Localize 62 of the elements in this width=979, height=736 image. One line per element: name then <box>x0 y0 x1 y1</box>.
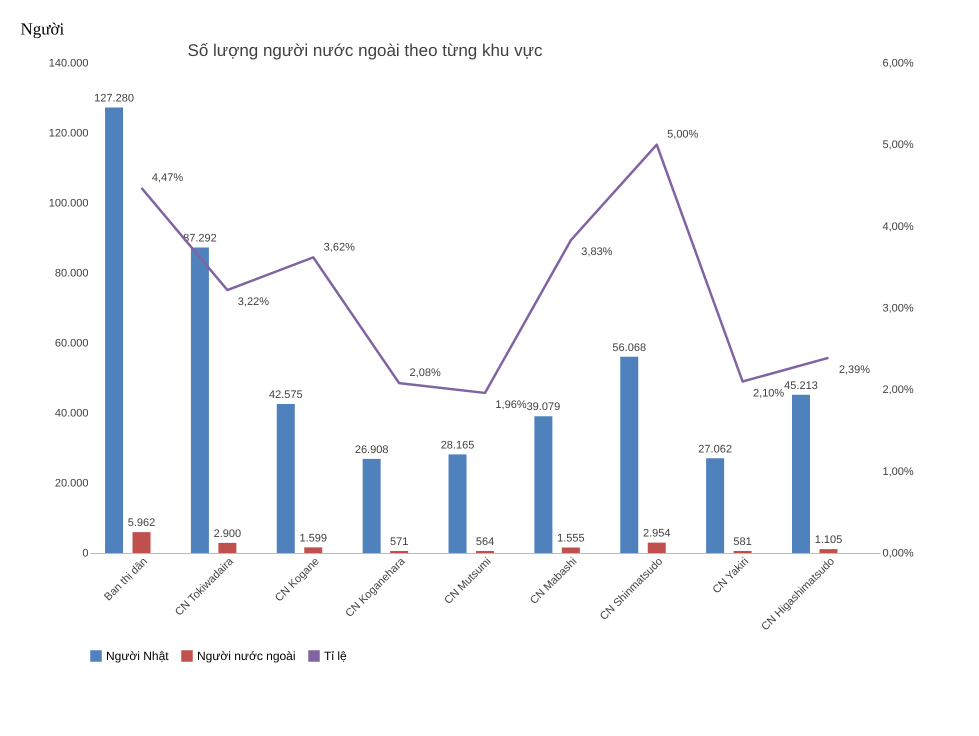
y2-tick-label: 1,00% <box>882 466 914 478</box>
bar <box>792 394 810 553</box>
data-label: 2,39% <box>838 364 870 376</box>
data-label: 28.165 <box>440 439 474 452</box>
chart-title: Số lượng người nước ngoài theo từng khu vực <box>188 41 543 60</box>
y2-tick-label: 3,00% <box>882 302 914 314</box>
bar <box>448 454 467 553</box>
bar <box>304 547 322 553</box>
bar <box>819 549 838 553</box>
data-label: 3,83% <box>581 246 613 258</box>
y2-tick-label: 6,00% <box>882 58 914 70</box>
data-label: 26.908 <box>354 444 388 456</box>
data-label: 42.575 <box>268 388 303 401</box>
bar <box>562 548 580 553</box>
legend-label: Tỉ lệ <box>324 649 347 663</box>
x-tick-label: Ban thị dân <box>102 556 150 604</box>
bar <box>132 532 151 553</box>
data-label: 2,10% <box>753 388 784 400</box>
data-label: 4,47% <box>152 172 184 184</box>
y-tick-label: 120.000 <box>48 128 88 140</box>
data-label: 1,96% <box>495 398 527 411</box>
legend-label: Người nước ngoài <box>197 649 296 663</box>
y-tick-label: 60.000 <box>54 338 88 350</box>
bar <box>276 404 295 553</box>
bar <box>190 247 209 553</box>
bar <box>648 542 666 553</box>
data-label: 5,00% <box>667 128 699 141</box>
y2-tick-label: 2,00% <box>882 384 914 396</box>
y-tick-label: 40.000 <box>54 408 88 420</box>
y-tick-label: 140.000 <box>48 58 88 70</box>
data-label: 39.079 <box>526 401 560 414</box>
data-label: 5.962 <box>128 517 156 530</box>
bar <box>706 458 724 553</box>
data-label: 56.068 <box>612 342 646 354</box>
y-tick-label: 100.000 <box>48 198 88 210</box>
data-label: 27.062 <box>698 443 732 456</box>
bar <box>620 356 638 553</box>
legend-label: Người Nhật <box>106 649 170 663</box>
data-label: 2.954 <box>642 528 671 540</box>
data-label: 1.105 <box>814 534 842 546</box>
y2-tick-label: 5,00% <box>882 139 914 152</box>
y2-tick-label: 4,00% <box>882 220 914 233</box>
bar <box>105 108 124 553</box>
data-label: 45.213 <box>784 380 818 392</box>
data-label: 564 <box>476 536 494 548</box>
data-label: 581 <box>733 536 752 548</box>
bar <box>218 542 236 553</box>
y-axis-title: Người <box>20 20 64 38</box>
y-tick-label: 0 <box>82 548 88 560</box>
data-label: 127.280 <box>94 92 134 105</box>
y-tick-label: 80.000 <box>54 268 88 280</box>
data-label: 2,08% <box>410 367 441 380</box>
y2-tick-label: 0,00% <box>882 548 914 560</box>
data-label: 1.555 <box>557 532 585 545</box>
data-label: 3,62% <box>324 241 356 254</box>
data-label: 1.599 <box>299 532 328 544</box>
data-label: 571 <box>390 536 408 548</box>
bar <box>534 416 552 553</box>
bar <box>362 458 381 553</box>
data-label: 3,22% <box>238 296 270 308</box>
data-label: 2.900 <box>214 528 242 540</box>
y-tick-label: 20.000 <box>54 478 88 490</box>
